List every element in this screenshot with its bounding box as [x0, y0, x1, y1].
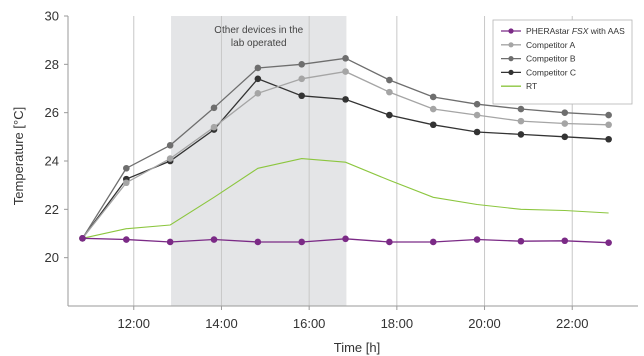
data-point-competitor-c	[473, 128, 481, 136]
data-point-competitor-a	[517, 117, 525, 125]
x-tick-label: 16:00	[293, 316, 326, 331]
data-point-pherastar-fsx-with-aas	[123, 236, 130, 243]
data-point-pherastar-fsx-with-aas	[298, 238, 306, 246]
series-line-rt	[82, 158, 609, 239]
data-point-competitor-b	[561, 109, 569, 116]
x-tick-label: 18:00	[381, 316, 414, 331]
y-tick-label: 20	[45, 250, 59, 265]
y-tick-label: 24	[45, 154, 59, 169]
data-point-competitor-c	[605, 135, 612, 143]
data-point-pherastar-fsx-with-aas	[605, 239, 612, 246]
data-point-pherastar-fsx-with-aas	[79, 235, 86, 242]
legend-swatch-marker-competitor-a	[508, 42, 514, 48]
legend-swatch-marker-competitor-b	[508, 56, 514, 62]
data-point-competitor-c	[342, 96, 349, 103]
data-point-competitor-b	[386, 76, 393, 84]
x-axis-label: Time [h]	[334, 340, 380, 355]
y-tick-label: 22	[45, 202, 59, 217]
data-point-competitor-a	[166, 155, 174, 162]
data-point-pherastar-fsx-with-aas	[429, 238, 437, 246]
legend-label-competitor-a: Competitor A	[526, 40, 575, 50]
data-point-competitor-a	[386, 88, 393, 96]
data-point-competitor-b	[342, 54, 349, 62]
y-axis-label: Temperature [°C]	[11, 107, 26, 205]
x-tick-label: 20:00	[468, 316, 501, 331]
data-point-pherastar-fsx-with-aas	[342, 235, 349, 243]
data-point-competitor-c	[386, 111, 393, 119]
data-point-competitor-a	[605, 121, 612, 129]
data-point-competitor-b	[254, 64, 262, 72]
data-point-competitor-a	[429, 105, 437, 113]
annotation-text: lab operated	[231, 38, 287, 49]
data-point-pherastar-fsx-with-aas	[166, 238, 174, 246]
data-point-competitor-b	[210, 104, 218, 112]
legend-box	[492, 19, 633, 105]
data-point-competitor-a	[254, 90, 262, 97]
data-point-competitor-b	[517, 105, 525, 113]
data-point-pherastar-fsx-with-aas	[473, 236, 481, 243]
data-point-competitor-c	[429, 121, 437, 129]
legend-label-competitor-b: Competitor B	[526, 54, 576, 64]
legend-label-part-italic: FSX	[572, 26, 589, 36]
annotation-region	[171, 16, 347, 306]
y-tick-label: 26	[45, 105, 59, 120]
data-point-pherastar-fsx-with-aas	[210, 236, 218, 243]
data-point-competitor-c	[561, 133, 569, 141]
legend-label-competitor-c: Competitor C	[526, 67, 576, 77]
data-point-competitor-a	[473, 111, 481, 119]
y-tick-label: 28	[45, 57, 59, 72]
data-point-pherastar-fsx-with-aas	[517, 237, 525, 245]
data-point-competitor-c	[517, 131, 525, 138]
y-tick-label: 30	[45, 9, 59, 24]
x-tick-label: 12:00	[117, 316, 150, 331]
legend-label-rt: RT	[526, 81, 537, 91]
legend-label-part: PHERAstar	[526, 26, 572, 36]
data-point-competitor-b	[298, 61, 306, 68]
data-point-competitor-b	[429, 93, 437, 101]
data-point-competitor-a	[561, 120, 569, 127]
data-point-pherastar-fsx-with-aas	[386, 238, 393, 246]
data-point-pherastar-fsx-with-aas	[254, 238, 262, 246]
legend-label-pherastar-fsx-with-aas: PHERAstar FSX with AAS	[526, 26, 625, 36]
data-point-pherastar-fsx-with-aas	[561, 237, 569, 245]
data-point-competitor-c	[298, 92, 306, 100]
x-tick-label: 22:00	[556, 316, 589, 331]
data-point-competitor-b	[123, 164, 130, 172]
legend-swatch-marker-pherastar-fsx-with-aas	[508, 28, 514, 34]
data-point-competitor-b	[605, 111, 612, 119]
x-tick-label: 14:00	[205, 316, 238, 331]
data-point-competitor-a	[342, 68, 349, 75]
legend-swatch-marker-competitor-c	[508, 69, 514, 75]
data-point-competitor-b	[473, 100, 481, 108]
data-point-competitor-a	[123, 179, 130, 187]
annotation-text: Other devices in the	[214, 25, 303, 36]
data-point-competitor-a	[298, 75, 306, 83]
data-point-competitor-c	[254, 75, 262, 83]
data-point-competitor-a	[210, 123, 218, 131]
legend-label-part: with AAS	[588, 26, 625, 36]
data-point-competitor-b	[166, 141, 174, 149]
